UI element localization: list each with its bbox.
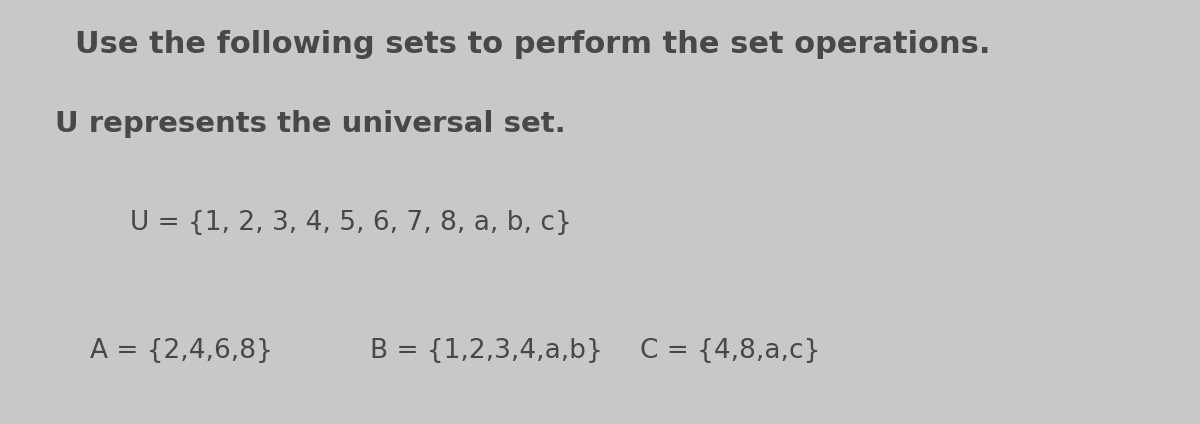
Text: B = {1,2,3,4,a,b}: B = {1,2,3,4,a,b}	[370, 338, 602, 364]
Text: C = {4,8,a,c}: C = {4,8,a,c}	[640, 338, 821, 364]
Text: U represents the universal set.: U represents the universal set.	[55, 110, 565, 138]
Text: U = {1, 2, 3, 4, 5, 6, 7, 8, a, b, c}: U = {1, 2, 3, 4, 5, 6, 7, 8, a, b, c}	[130, 210, 571, 236]
Text: Use the following sets to perform the set operations.: Use the following sets to perform the se…	[74, 30, 990, 59]
Text: A = {2,4,6,8}: A = {2,4,6,8}	[90, 338, 272, 364]
